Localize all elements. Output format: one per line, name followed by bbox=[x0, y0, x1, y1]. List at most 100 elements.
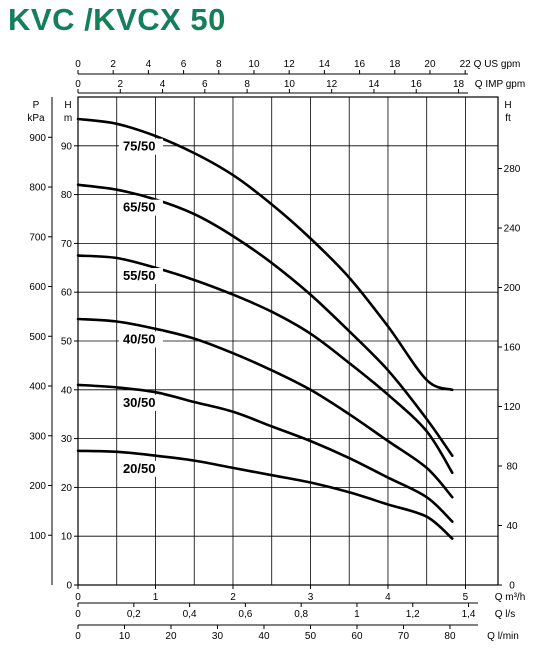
lmin-tick-label: 70 bbox=[398, 631, 410, 642]
curve-label: 65/50 bbox=[123, 200, 156, 215]
ls-tick-label: 1 bbox=[354, 609, 360, 620]
ft-tick-label: 120 bbox=[504, 402, 521, 413]
ls-tick-label: 0,4 bbox=[183, 609, 197, 620]
lmin-tick-label: 80 bbox=[444, 631, 456, 642]
chart-curves bbox=[76, 117, 454, 540]
chart-ticks: 1002003004005006007008009000102030405060… bbox=[29, 59, 520, 642]
curve-label-bg bbox=[118, 394, 163, 411]
kpa-tick-label: 300 bbox=[29, 431, 46, 442]
m-tick-label: 30 bbox=[61, 434, 73, 445]
impgpm-tick-label: 16 bbox=[411, 79, 423, 90]
m-tick-label: 70 bbox=[61, 239, 73, 250]
m3h-tick-label: 4 bbox=[385, 592, 391, 603]
m-tick-label: 0 bbox=[66, 581, 72, 592]
curve-label: 75/50 bbox=[123, 139, 156, 154]
ls-tick-label: 1,2 bbox=[406, 609, 420, 620]
usgpm-tick-label: 2 bbox=[110, 59, 116, 70]
ft-tick-label: 0 bbox=[509, 581, 515, 592]
kpa-tick-label: 400 bbox=[29, 382, 46, 393]
m3h-tick-label: 0 bbox=[75, 592, 81, 603]
m3h-tick-label: 1 bbox=[153, 592, 159, 603]
ft-axis-unit: ft bbox=[505, 113, 511, 124]
lmin-tick-label: 20 bbox=[165, 631, 177, 642]
m-tick-label: 40 bbox=[61, 385, 73, 396]
ft-tick-label: 160 bbox=[504, 343, 521, 354]
usgpm-tick-label: 8 bbox=[216, 59, 222, 70]
usgpm-tick-label: 16 bbox=[354, 59, 366, 70]
m-tick-label: 90 bbox=[61, 141, 73, 152]
ls-tick-label: 0,6 bbox=[238, 609, 252, 620]
m3h-tick-label: 3 bbox=[308, 592, 314, 603]
lmin-tick-label: 0 bbox=[75, 631, 81, 642]
impgpm-tick-label: 6 bbox=[202, 79, 208, 90]
curve-55-50 bbox=[76, 254, 454, 475]
kpa-tick-label: 500 bbox=[29, 332, 46, 343]
curve-label-bg bbox=[118, 460, 163, 477]
usgpm-tick-label: 0 bbox=[75, 59, 81, 70]
curve-label-bg bbox=[118, 331, 163, 348]
usgpm-tick-label: 14 bbox=[319, 59, 331, 70]
ls-tick-label: 1,4 bbox=[462, 609, 476, 620]
impgpm-tick-label: 12 bbox=[326, 79, 338, 90]
ft-tick-label: 200 bbox=[504, 283, 521, 294]
usgpm-axis-title: Q US gpm bbox=[474, 59, 521, 70]
kpa-tick-label: 100 bbox=[29, 531, 46, 542]
usgpm-tick-label: 6 bbox=[181, 59, 187, 70]
usgpm-tick-label: 10 bbox=[248, 59, 260, 70]
m-tick-label: 60 bbox=[61, 288, 73, 299]
page-title: KVC /KVCX 50 bbox=[8, 2, 226, 37]
impgpm-tick-label: 2 bbox=[117, 79, 123, 90]
usgpm-tick-label: 20 bbox=[424, 59, 436, 70]
impgpm-tick-label: 14 bbox=[368, 79, 380, 90]
curve-label: 20/50 bbox=[123, 461, 156, 476]
impgpm-tick-label: 0 bbox=[75, 79, 81, 90]
impgpm-tick-label: 8 bbox=[244, 79, 250, 90]
ft-tick-label: 80 bbox=[506, 462, 518, 473]
curve-20-50 bbox=[76, 449, 454, 540]
m-tick-label: 80 bbox=[61, 190, 73, 201]
impgpm-tick-label: 18 bbox=[453, 79, 465, 90]
lmin-tick-label: 50 bbox=[305, 631, 317, 642]
usgpm-tick-label: 22 bbox=[460, 59, 472, 70]
impgpm-axis-title: Q IMP gpm bbox=[475, 79, 525, 90]
usgpm-tick-label: 12 bbox=[284, 59, 296, 70]
ls-tick-label: 0,8 bbox=[294, 609, 308, 620]
impgpm-tick-label: 4 bbox=[160, 79, 166, 90]
curve-label-bg bbox=[118, 199, 163, 216]
ft-axis-title: H bbox=[504, 100, 511, 111]
m-axis-title: H bbox=[64, 100, 71, 111]
curve-label-bg bbox=[118, 268, 163, 284]
curve-label: 40/50 bbox=[123, 331, 156, 346]
kpa-axis-title: P bbox=[33, 100, 40, 111]
m3h-axis-title: Q m³/h bbox=[495, 592, 526, 603]
lmin-tick-label: 10 bbox=[119, 631, 131, 642]
lmin-axis-title: Q l/min bbox=[487, 631, 519, 642]
m3h-tick-label: 5 bbox=[463, 592, 469, 603]
kpa-tick-label: 200 bbox=[29, 481, 46, 492]
usgpm-tick-label: 18 bbox=[389, 59, 401, 70]
kpa-tick-label: 900 bbox=[29, 133, 46, 144]
m-tick-label: 10 bbox=[61, 532, 73, 543]
curve-30-50 bbox=[76, 383, 454, 523]
ls-axis-title: Q l/s bbox=[495, 609, 516, 620]
kpa-tick-label: 600 bbox=[29, 282, 46, 293]
curve-75-50 bbox=[76, 117, 454, 392]
m-tick-label: 50 bbox=[61, 337, 73, 348]
ft-tick-label: 280 bbox=[504, 164, 521, 175]
lmin-tick-label: 30 bbox=[212, 631, 224, 642]
kpa-tick-label: 700 bbox=[29, 232, 46, 243]
curve-label-bg bbox=[118, 138, 163, 155]
kpa-axis-unit: kPa bbox=[27, 113, 45, 124]
curve-65-50 bbox=[76, 183, 454, 457]
ls-tick-label: 0 bbox=[75, 609, 81, 620]
impgpm-tick-label: 10 bbox=[284, 79, 296, 90]
chart-frame bbox=[51, 73, 499, 626]
m-tick-label: 20 bbox=[61, 483, 73, 494]
ft-tick-label: 40 bbox=[506, 521, 518, 532]
ft-tick-label: 240 bbox=[504, 224, 521, 235]
curve-label: 55/50 bbox=[123, 268, 156, 283]
lmin-tick-label: 60 bbox=[351, 631, 363, 642]
m3h-tick-label: 2 bbox=[230, 592, 236, 603]
